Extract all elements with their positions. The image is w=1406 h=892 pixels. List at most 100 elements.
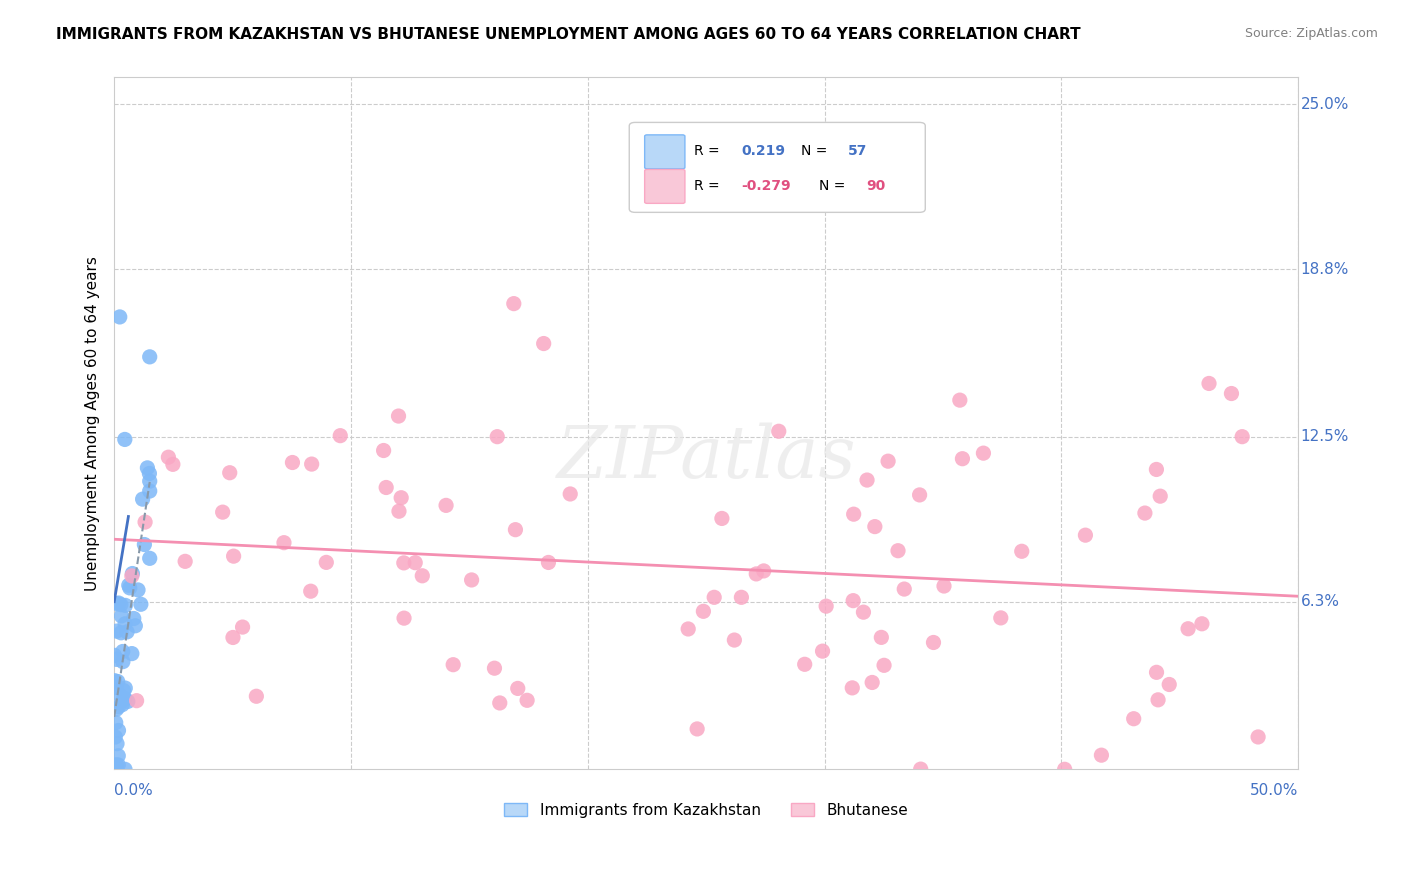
Point	[870, 631, 893, 645]
Text: 12.5%: 12.5%	[1301, 429, 1348, 444]
Point	[856, 473, 879, 487]
Point	[108, 688, 131, 702]
Point	[815, 599, 838, 614]
Text: R =: R =	[695, 145, 720, 159]
FancyBboxPatch shape	[645, 169, 685, 203]
Point	[174, 554, 197, 568]
Point	[138, 467, 160, 481]
Point	[1198, 376, 1220, 391]
Point	[949, 393, 972, 408]
Point	[114, 681, 136, 695]
Text: N =: N =	[801, 145, 827, 159]
Point	[107, 758, 129, 772]
Point	[910, 762, 932, 776]
Text: 0.219: 0.219	[742, 145, 786, 159]
Point	[157, 450, 180, 465]
Point	[842, 593, 865, 607]
Point	[676, 622, 699, 636]
Point	[110, 598, 132, 612]
Point	[1133, 506, 1156, 520]
Point	[105, 702, 128, 716]
Point	[107, 748, 129, 763]
Point	[1144, 462, 1167, 476]
Point	[1230, 430, 1253, 444]
Point	[1247, 730, 1270, 744]
Point	[103, 648, 125, 663]
Point	[1074, 528, 1097, 542]
Point	[299, 584, 322, 599]
Point	[111, 644, 134, 658]
Point	[1147, 693, 1170, 707]
Point	[122, 611, 145, 625]
Point	[388, 504, 411, 518]
Point	[873, 658, 896, 673]
Point	[863, 519, 886, 533]
Point	[811, 644, 834, 658]
Point	[1011, 544, 1033, 558]
Point	[1191, 616, 1213, 631]
Text: 90: 90	[866, 179, 886, 193]
Point	[404, 556, 426, 570]
Point	[841, 681, 863, 695]
Point	[138, 350, 160, 364]
Point	[104, 673, 127, 688]
Point	[922, 635, 945, 649]
Point	[115, 624, 138, 639]
Text: 6.3%: 6.3%	[1301, 594, 1340, 609]
Point	[852, 605, 875, 619]
Point	[138, 483, 160, 498]
Point	[117, 694, 139, 708]
Point	[107, 674, 129, 689]
Point	[1149, 489, 1171, 503]
Point	[506, 681, 529, 696]
Point	[134, 515, 156, 529]
Point	[860, 675, 883, 690]
Point	[486, 430, 509, 444]
Point	[460, 573, 482, 587]
Point	[793, 657, 815, 672]
Point	[104, 762, 127, 776]
Point	[1090, 748, 1112, 763]
Point	[114, 762, 136, 776]
Point	[121, 566, 143, 581]
Point	[114, 433, 136, 447]
Point	[877, 454, 900, 468]
Point	[1220, 386, 1243, 401]
Point	[441, 657, 464, 672]
Point	[1159, 677, 1181, 691]
Point	[842, 507, 865, 521]
Point	[245, 690, 267, 704]
Point	[710, 511, 733, 525]
Point	[211, 505, 233, 519]
Point	[908, 488, 931, 502]
Point	[232, 620, 254, 634]
Point	[1053, 762, 1076, 776]
Point	[389, 491, 412, 505]
Point	[692, 604, 714, 618]
Text: 18.8%: 18.8%	[1301, 261, 1348, 277]
Point	[121, 647, 143, 661]
Point	[301, 457, 323, 471]
Text: R =: R =	[695, 179, 720, 193]
Point	[111, 655, 134, 669]
Point	[118, 578, 141, 592]
Point	[110, 608, 132, 623]
Point	[972, 446, 994, 460]
Point	[104, 681, 127, 695]
Point	[129, 597, 152, 611]
Point	[411, 568, 433, 582]
Point	[1177, 622, 1199, 636]
Point	[1122, 712, 1144, 726]
Text: -0.279: -0.279	[742, 179, 792, 193]
Point	[392, 556, 415, 570]
Point	[114, 599, 136, 613]
Point	[516, 693, 538, 707]
Point	[127, 582, 149, 597]
Point	[104, 730, 127, 744]
Point	[105, 624, 128, 639]
Point	[990, 611, 1012, 625]
Point	[105, 757, 128, 772]
Point	[104, 762, 127, 776]
Point	[105, 762, 128, 776]
Point	[745, 566, 768, 581]
